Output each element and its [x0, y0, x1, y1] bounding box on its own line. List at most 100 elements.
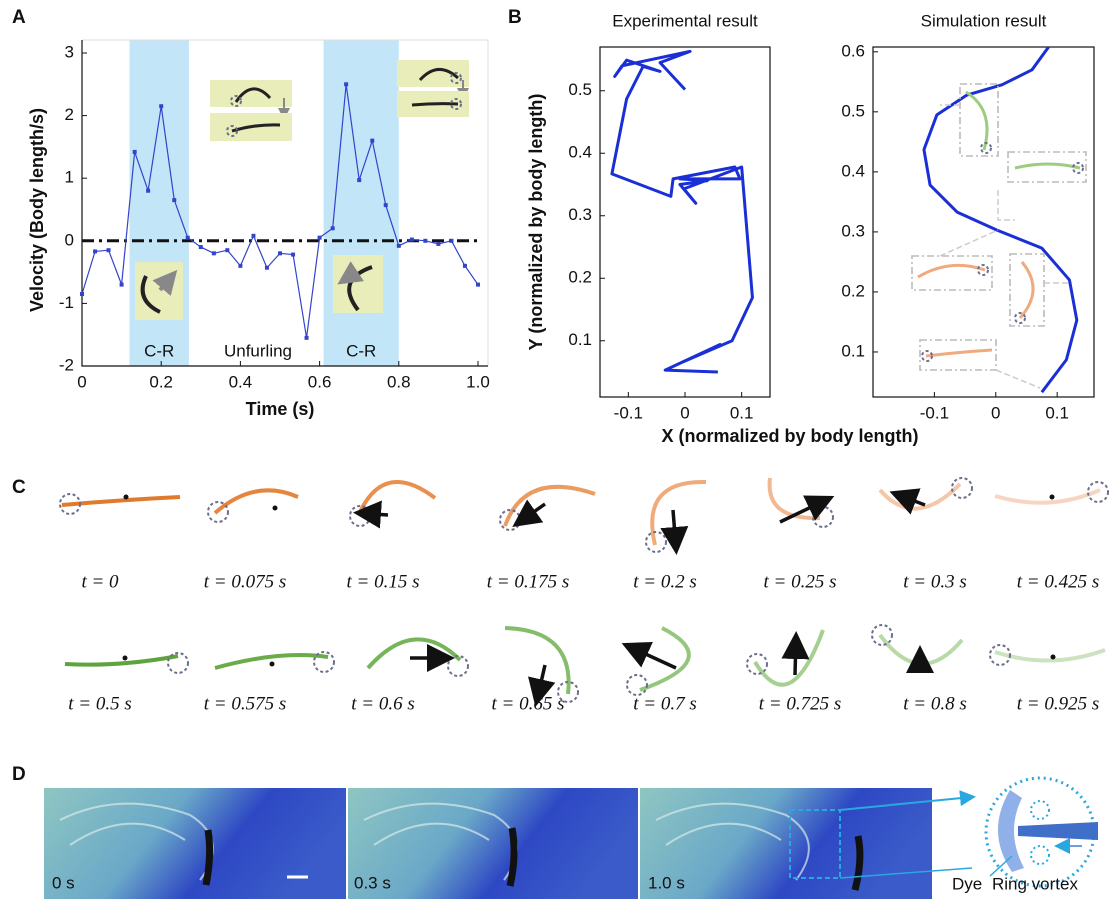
region-label: C-R: [346, 341, 376, 360]
data-point: [304, 335, 309, 340]
worm: [994, 488, 1101, 505]
charts: C-R C-R Unfurling 0 0.2 0.4 0.6 0.8 1.0 -2 -1 0 1 2 3 T…: [27, 11, 1095, 446]
dye: [997, 790, 1024, 872]
frame-label: 0 s: [52, 873, 75, 892]
y-axis-label: Velocity (Body length/s): [27, 108, 47, 312]
zoom-line: [839, 790, 976, 811]
y-tick-label: -1: [59, 293, 74, 312]
data-point: [330, 226, 335, 231]
panel-letter: A: [12, 7, 26, 28]
y-tick-label: 0.4: [841, 161, 865, 180]
data-point: [159, 104, 164, 109]
force-arrow: [353, 500, 389, 529]
x-tick-label: 0.8: [387, 372, 411, 391]
data-point: [291, 252, 296, 257]
inset-photos: [135, 60, 469, 320]
data-point: [449, 238, 454, 243]
worm: [61, 495, 181, 507]
force-arrow: [660, 509, 689, 555]
ring: [557, 681, 579, 703]
data-point: [146, 188, 151, 193]
force-arrow: [889, 488, 926, 515]
data-point: [264, 265, 269, 270]
data-point: [357, 178, 362, 183]
data-point: [119, 282, 124, 287]
data-point: [436, 241, 441, 246]
ring: [59, 493, 81, 515]
chart-title: Experimental result: [612, 11, 758, 30]
ring: [230, 95, 242, 107]
force-arrow: [512, 499, 547, 528]
annotation: Unfurling: [224, 341, 292, 360]
x-tick-label: -0.1: [614, 403, 643, 422]
x-tick-label: 0: [680, 403, 689, 422]
data-line: [610, 49, 754, 374]
data-point: [93, 249, 98, 254]
worm: [650, 479, 707, 546]
data-point: [409, 237, 414, 242]
arrow: [152, 269, 178, 296]
y-tick-label: -2: [59, 355, 74, 374]
time-label: t = 0.425 s: [1017, 571, 1100, 592]
worm: [851, 835, 864, 891]
y-tick-label: 0.1: [841, 341, 865, 360]
eddy: [1030, 800, 1050, 820]
x-tick-label: -0.1: [920, 403, 949, 422]
ring: [447, 655, 469, 677]
data-point: [317, 235, 322, 240]
frame: [872, 46, 1095, 398]
ring: [226, 125, 238, 137]
worm: [965, 90, 989, 151]
center-dot: [123, 494, 129, 500]
ring: [921, 350, 933, 362]
ring: [977, 264, 989, 276]
data-point: [172, 198, 177, 203]
worm: [411, 102, 459, 107]
worm: [358, 480, 437, 513]
worm: [504, 626, 571, 695]
y-tick-label: 1: [65, 168, 74, 187]
connector: [939, 104, 1068, 389]
inset-box: [1007, 151, 1087, 183]
time-label: t = 0.6 s: [351, 693, 415, 714]
data-point: [383, 203, 388, 208]
ring: [313, 651, 335, 673]
eddy: [1030, 845, 1050, 865]
dye-pointer: [989, 855, 1013, 877]
data-point: [211, 251, 216, 256]
photo: [210, 80, 292, 107]
center-dot: [1049, 494, 1055, 500]
time-label: t = 0.7 s: [633, 693, 697, 714]
ring: [951, 477, 973, 499]
dye-label: Dye: [952, 874, 982, 893]
photo: [348, 788, 638, 899]
force-arrow: [779, 495, 835, 524]
x-tick-label: 0.1: [1045, 403, 1069, 422]
worm: [1018, 261, 1035, 319]
y-tick-label: 3: [65, 42, 74, 61]
zoom-box: [789, 809, 841, 879]
center-dot: [269, 661, 275, 667]
time-label: t = 0.25 s: [764, 571, 837, 592]
ring: [746, 653, 768, 675]
photo: [44, 788, 346, 899]
worm-body: [1018, 822, 1098, 840]
time-label: t = 0.725 s: [759, 693, 842, 714]
data-point: [476, 282, 480, 287]
panel-letter: B: [508, 7, 522, 28]
swirls: [59, 802, 810, 881]
simulation-insets: [911, 83, 1087, 389]
y-tick-label: 0.5: [841, 101, 865, 120]
inset-box: [959, 83, 999, 157]
x-tick-label: 0.4: [229, 372, 253, 391]
force-arrow: [781, 631, 810, 676]
center-dot: [272, 505, 278, 511]
ring: [989, 644, 1011, 666]
worm: [64, 654, 179, 667]
panel-letter: C: [12, 477, 26, 498]
time-label: t = 0.575 s: [204, 693, 287, 714]
y-tick-label: 0.5: [568, 80, 592, 99]
ring: [980, 142, 992, 154]
snapshots: t = 0 t = 0.075 s t = 0.15 s t = 0.175 s t =…: [59, 477, 1109, 714]
